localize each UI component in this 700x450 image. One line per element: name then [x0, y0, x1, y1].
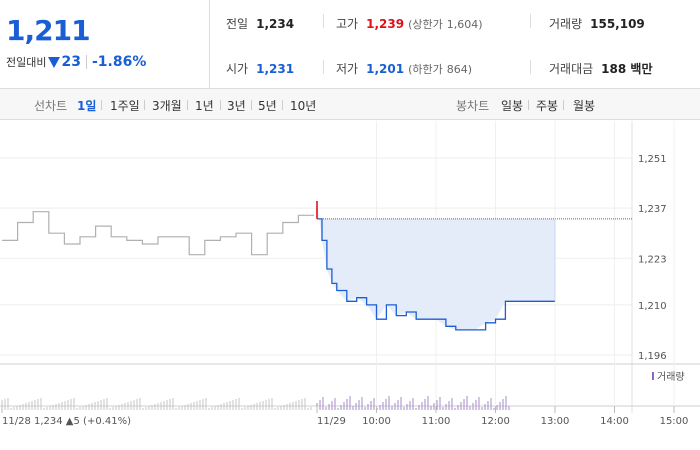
x-axis: 11/28 11/29 10:00 11:00 12:00 13:00 14:00 15:00 [1, 406, 689, 427]
change-row: 전일대비 23 -1.86% [6, 54, 146, 70]
change-percent: -1.86% [91, 54, 147, 70]
amount-label: 거래대금 [549, 62, 594, 76]
lower-limit-value: 864) [446, 63, 473, 76]
divider [187, 100, 188, 110]
high-label: 고가 [336, 17, 359, 31]
period-1d[interactable]: 1일 [77, 99, 97, 113]
chart-grid [0, 121, 700, 413]
period-3y[interactable]: 3년 [227, 99, 246, 113]
x-tick-label: 14:00 [600, 416, 629, 427]
divider [251, 100, 252, 110]
candle-daily[interactable]: 일봉 [501, 99, 524, 113]
today-series [316, 200, 555, 331]
period-5y[interactable]: 5년 [258, 99, 277, 113]
y-tick-label: 1,237 [638, 204, 667, 215]
prev-value: 1,234 [256, 17, 295, 31]
candle-monthly[interactable]: 월봉 [573, 99, 596, 113]
chart-area-fill [317, 201, 555, 330]
divider [85, 55, 87, 69]
x-tick-label: 11/28 [2, 416, 31, 427]
y-tick-label: 1,210 [638, 301, 667, 312]
volume-bars: 거래량 [1, 371, 685, 410]
down-arrow-icon [48, 56, 61, 68]
upper-limit-label: (상한가 [408, 18, 443, 31]
divider [528, 100, 529, 110]
high-value: 1,239 [366, 17, 405, 31]
stat-prev: 전일 1,234 [226, 15, 294, 32]
stat-high: 고가 1,239 (상한가 1,604) [336, 15, 483, 32]
y-tick-label: 1,196 [638, 351, 667, 362]
y-axis: 1,251 1,237 1,223 1,210 1,196 [638, 154, 667, 362]
prev-label: 전일 [226, 17, 249, 31]
volume-label: 거래량 [549, 17, 583, 31]
x-tick-label: 11:00 [422, 416, 451, 427]
x-tick-label: 15:00 [660, 416, 689, 427]
divider [282, 100, 283, 110]
x-tick-label: 11/29 [317, 416, 346, 427]
change-value: 23 [61, 54, 81, 70]
candle-chart-label: 봉차트 [456, 99, 490, 113]
stat-open: 시가 1,231 [226, 60, 294, 77]
upper-limit-value: 1,604) [446, 18, 483, 31]
price-box: 1,211 전일대비 23 -1.86% [0, 0, 210, 89]
lower-limit-label: (하한가 [408, 63, 443, 76]
low-label: 저가 [336, 62, 359, 76]
quote-header: 1,211 전일대비 23 -1.86% 전일 1,234 고가 1,239 (… [0, 0, 700, 89]
stat-low: 저가 1,201 (하한가 864) [336, 60, 472, 77]
period-1y[interactable]: 1년 [195, 99, 214, 113]
y-tick-label: 1,223 [638, 254, 667, 265]
volume-legend-swatch [652, 372, 654, 380]
x-tick-label: 13:00 [541, 416, 570, 427]
change-label: 전일대비 [6, 56, 47, 69]
prev-day-summary: 1,234 ▲5 (+0.41%) [34, 416, 131, 427]
candle-weekly[interactable]: 주봉 [536, 99, 559, 113]
y-tick-label: 1,251 [638, 154, 667, 165]
open-label: 시가 [226, 62, 249, 76]
prev-day-series [2, 211, 314, 256]
divider [563, 100, 564, 110]
divider [323, 14, 324, 28]
open-value: 1,231 [256, 62, 295, 76]
x-tick-label: 12:00 [481, 416, 510, 427]
stat-volume: 거래량 155,109 [549, 15, 645, 32]
prev-close-reference [317, 218, 632, 302]
amount-value: 188 백만 [601, 62, 653, 76]
divider [530, 60, 531, 74]
intraday-chart[interactable]: 1,251 1,237 1,223 1,210 1,196 거래량 11/28 11/29… [0, 121, 700, 450]
line-chart-label: 선차트 [34, 99, 68, 113]
chart-period-toolbar: 선차트 1일 1주일 3개월 1년 3년 5년 10년 봉차트 일봉 주봉 월봉 [0, 89, 700, 120]
today-line [317, 218, 555, 331]
x-tick-label: 10:00 [362, 416, 391, 427]
period-1w[interactable]: 1주일 [110, 99, 140, 113]
divider [144, 100, 145, 110]
prev-day-line [2, 211, 314, 256]
stat-amount: 거래대금 188 백만 [549, 60, 652, 77]
period-3m[interactable]: 3개월 [152, 99, 182, 113]
period-10y[interactable]: 10년 [290, 99, 317, 113]
current-price: 1,211 [6, 14, 91, 47]
divider [530, 14, 531, 28]
divider [220, 100, 221, 110]
stats-grid: 전일 1,234 고가 1,239 (상한가 1,604) 거래량 155,10… [211, 0, 700, 89]
area-fill [317, 201, 555, 330]
volume-value: 155,109 [590, 17, 645, 31]
chart-footer: 1,234 ▲5 (+0.41%) [34, 416, 131, 427]
low-value: 1,201 [366, 62, 405, 76]
divider [323, 60, 324, 74]
divider [101, 100, 102, 110]
volume-legend-label: 거래량 [657, 371, 685, 383]
